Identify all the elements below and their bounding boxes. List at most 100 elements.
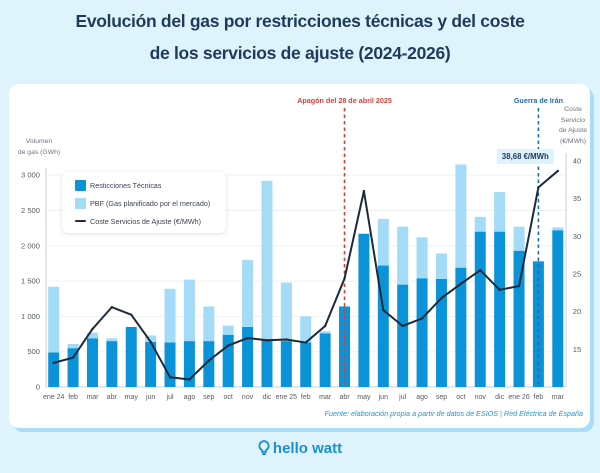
bar-restricciones[interactable] [183, 341, 195, 387]
x-tick-label: ago [416, 394, 428, 401]
legend-item-coste[interactable]: Coste Servicios de Ajuste (€/MWh) [75, 215, 201, 227]
line-point-coste[interactable] [382, 308, 385, 312]
x-tick-label: jun [378, 394, 388, 401]
line-point-coste[interactable] [459, 282, 463, 285]
bar-restricciones[interactable] [48, 352, 60, 387]
bar-pbf[interactable] [455, 164, 467, 268]
bar-restricciones[interactable] [435, 278, 447, 387]
bar-restricciones[interactable] [164, 342, 176, 387]
line-point-coste[interactable] [265, 339, 269, 342]
line-point-coste[interactable] [556, 169, 560, 173]
bar-pbf[interactable] [513, 226, 525, 251]
x-tick-label: dic [495, 394, 504, 401]
x-tick-label: feb [534, 394, 544, 401]
bar-pbf[interactable] [48, 286, 60, 353]
bar-pbf[interactable] [377, 218, 389, 266]
line-point-coste[interactable] [420, 317, 424, 320]
bar-restricciones[interactable] [280, 341, 292, 387]
bar-restricciones[interactable] [106, 341, 118, 387]
bar-pbf[interactable] [300, 316, 312, 343]
bar-restricciones[interactable] [339, 306, 351, 387]
chart-title-line-1: Evolución del gas por restricciones técn… [75, 11, 525, 31]
bar-restricciones[interactable] [261, 339, 273, 387]
source-note: Fuente: elaboración propia a partir de d… [324, 409, 583, 418]
legend-item-pbf[interactable]: PBF (Gas planificado por el mercado) [75, 197, 210, 209]
line-point-coste[interactable] [498, 288, 501, 292]
bar-restricciones[interactable] [377, 265, 389, 387]
bar-restricciones[interactable] [125, 326, 137, 387]
bar-restricciones[interactable] [552, 230, 564, 387]
bar-restricciones[interactable] [203, 341, 215, 387]
bar-restricciones[interactable] [494, 231, 506, 387]
bar-pbf[interactable] [397, 226, 409, 285]
bar-restricciones[interactable] [67, 348, 79, 387]
bar-restricciones[interactable] [455, 267, 467, 387]
x-tick-label: ago [184, 394, 196, 401]
bar-restricciones[interactable] [513, 250, 525, 387]
line-point-coste[interactable] [52, 361, 55, 365]
bar-restricciones[interactable] [397, 284, 409, 387]
line-point-coste[interactable] [110, 305, 114, 309]
right-axis-title: Coste Servicio de Ajuste (€/MWh) [551, 105, 595, 147]
bar-pbf[interactable] [106, 338, 118, 342]
bar-restricciones[interactable] [300, 342, 312, 387]
bar-pbf[interactable] [86, 332, 98, 339]
bar-restricciones[interactable] [242, 326, 254, 387]
bar-restricciones[interactable] [86, 338, 98, 387]
right-axis-title-line: Coste [564, 106, 582, 113]
annotation-label: Guerra de Irán [514, 96, 563, 105]
bar-pbf[interactable] [494, 192, 506, 232]
bar-pbf[interactable] [203, 306, 215, 342]
bar-pbf[interactable] [242, 259, 254, 327]
bar-pbf[interactable] [474, 216, 486, 232]
legend-label: PBF (Gas planificado por el mercado) [90, 198, 211, 208]
line-point-coste[interactable] [188, 378, 191, 381]
x-tick-label: mar [552, 394, 565, 401]
line-point-coste[interactable] [343, 277, 346, 280]
bar-pbf[interactable] [145, 335, 157, 342]
line-point-coste[interactable] [517, 284, 521, 288]
line-point-coste[interactable] [130, 313, 133, 316]
right-axis-title-line: de Ajuste [559, 127, 587, 134]
chart-card [9, 84, 590, 428]
line-point-coste[interactable] [323, 324, 327, 328]
line-point-coste[interactable] [440, 296, 443, 300]
x-tick-label: ene 24 [43, 394, 65, 401]
y-tick-label: 0 [36, 383, 40, 392]
bar-pbf[interactable] [435, 253, 447, 279]
bar-restricciones[interactable] [319, 333, 331, 387]
bar-restricciones[interactable] [145, 341, 157, 387]
x-tick-label: nov [242, 394, 254, 401]
bar-pbf[interactable] [261, 180, 273, 340]
bar-pbf[interactable] [416, 237, 428, 279]
bar-restricciones[interactable] [416, 278, 428, 387]
line-point-coste[interactable] [168, 376, 172, 379]
bar-pbf[interactable] [183, 279, 195, 342]
bar-pbf[interactable] [164, 288, 176, 343]
bar-restricciones[interactable] [474, 231, 486, 387]
line-point-coste[interactable] [91, 327, 94, 331]
line-point-coste[interactable] [149, 340, 152, 343]
line-point-coste[interactable] [207, 359, 211, 362]
line-point-coste[interactable] [401, 324, 404, 328]
left-axis-title-line: Volumen [25, 138, 53, 145]
callout-box [496, 148, 554, 164]
bar-restricciones[interactable] [222, 334, 234, 387]
line-point-coste[interactable] [285, 338, 288, 341]
bar-pbf[interactable] [222, 325, 234, 335]
line-point-coste[interactable] [71, 356, 75, 359]
line-point-coste[interactable] [479, 269, 482, 272]
bar-restricciones[interactable] [358, 233, 370, 387]
bar-pbf[interactable] [280, 282, 292, 342]
y2-tick-label: 30 [573, 232, 581, 241]
line-point-coste[interactable] [304, 341, 307, 344]
line-point-coste[interactable] [362, 189, 366, 193]
line-point-coste[interactable] [226, 344, 230, 347]
line-point-coste[interactable] [246, 336, 249, 340]
y-tick-label: 2 000 [21, 241, 40, 250]
bar-pbf[interactable] [319, 331, 331, 334]
bar-pbf[interactable] [552, 227, 564, 231]
line-point-coste[interactable] [537, 186, 540, 189]
bar-pbf[interactable] [67, 343, 79, 349]
legend-item-restricciones[interactable]: Resticciones Técnicas [75, 179, 161, 191]
